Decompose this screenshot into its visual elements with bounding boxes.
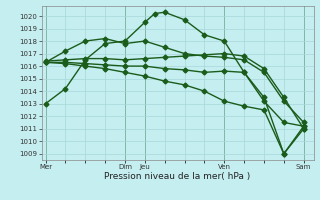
- X-axis label: Pression niveau de la mer( hPa ): Pression niveau de la mer( hPa ): [104, 172, 251, 181]
